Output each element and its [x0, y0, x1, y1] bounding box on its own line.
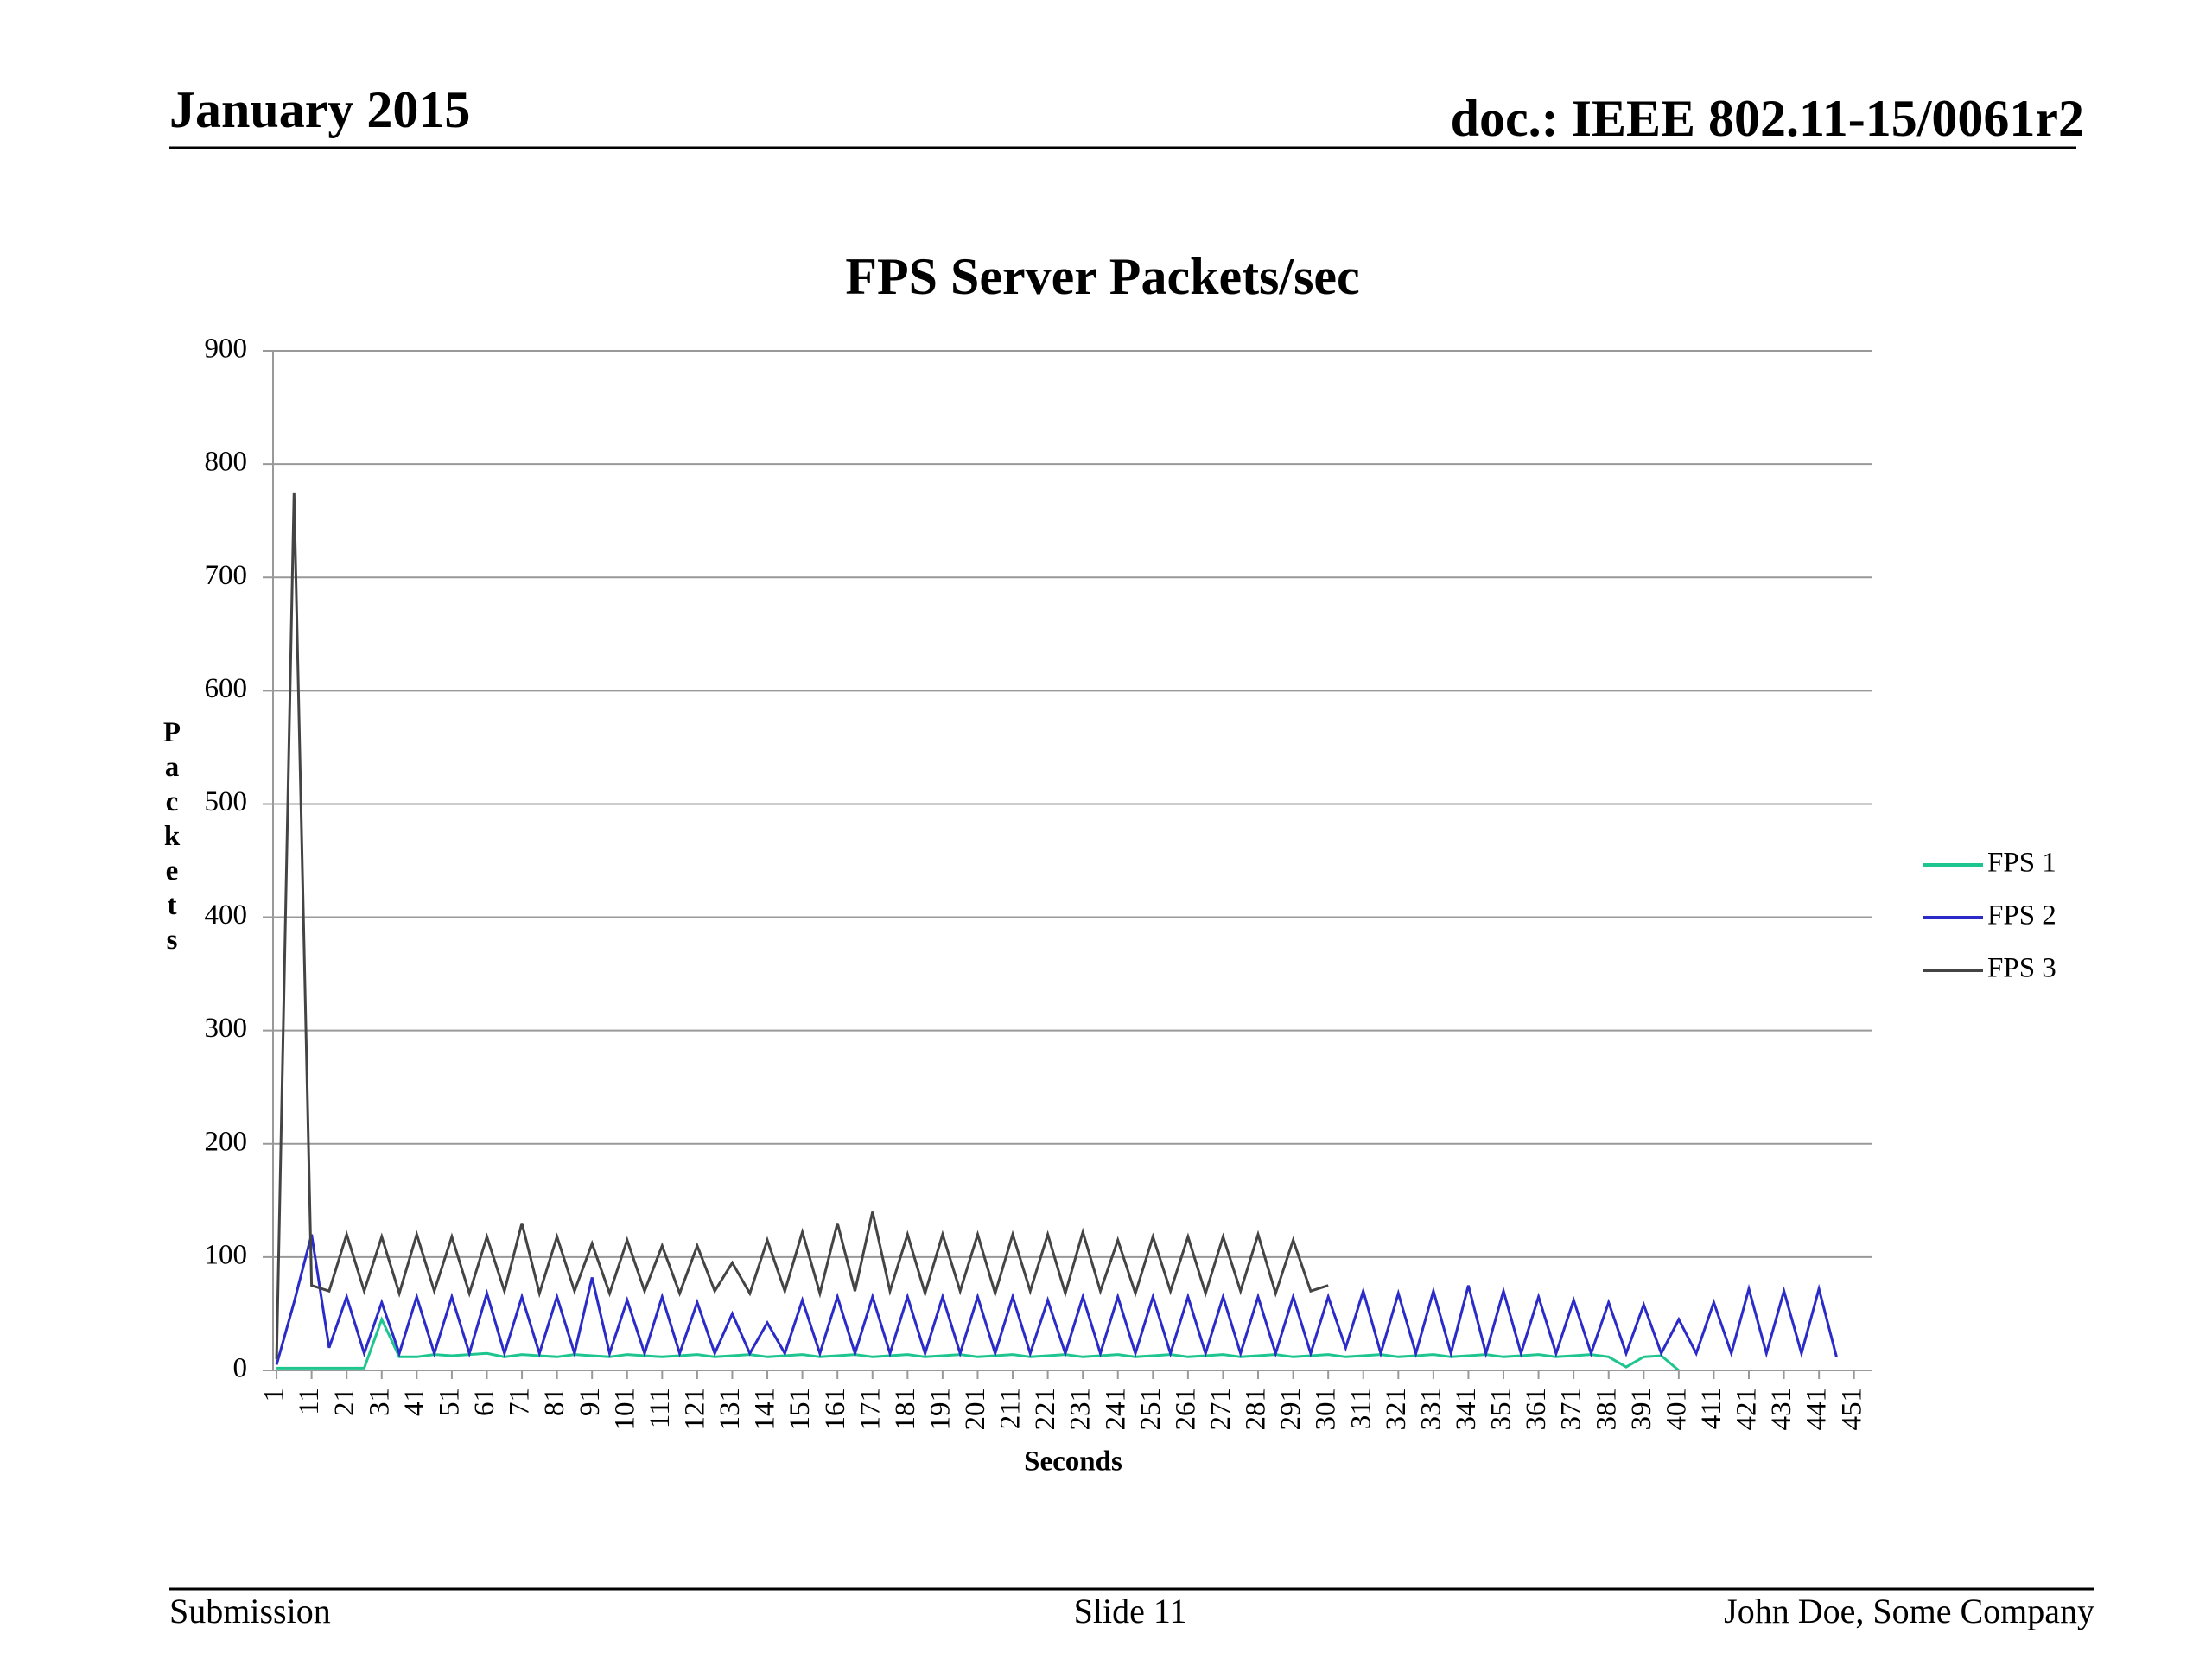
x-tick-label: 211 — [995, 1388, 1027, 1429]
x-tick-label: 51 — [434, 1388, 465, 1416]
x-tick-label: 281 — [1241, 1388, 1272, 1431]
y-tick-label: 100 — [205, 1239, 248, 1270]
x-tick-label: 161 — [820, 1388, 851, 1431]
x-tick-label: 321 — [1381, 1388, 1412, 1431]
x-tick-label: 141 — [750, 1388, 781, 1431]
x-axis-label: Seconds — [1024, 1446, 1122, 1478]
x-tick-label: 201 — [960, 1388, 991, 1431]
x-tick-label: 111 — [645, 1388, 676, 1428]
x-tick-label: 181 — [890, 1388, 921, 1431]
x-tick-label: 351 — [1486, 1388, 1517, 1431]
x-tick-label: 361 — [1521, 1388, 1552, 1431]
x-tick-label: 101 — [609, 1388, 640, 1431]
series-line — [275, 492, 1329, 1359]
footer-center: Slide 11 — [1074, 1592, 1187, 1630]
footer-left: Submission — [169, 1592, 331, 1630]
y-tick-label: 300 — [205, 1013, 248, 1044]
x-tick-label: 271 — [1205, 1388, 1236, 1431]
x-tick-label: 191 — [925, 1388, 956, 1431]
x-tick-label: 81 — [539, 1388, 570, 1416]
chart-title: FPS Server Packets/sec — [845, 248, 1359, 305]
x-tick-label: 421 — [1732, 1388, 1763, 1431]
x-tick-label: 381 — [1591, 1388, 1622, 1431]
y-tick-label: 0 — [233, 1353, 248, 1384]
series-line — [276, 1316, 1680, 1372]
header-right: doc.: IEEE 802.11-15/0061r2 — [1451, 90, 2084, 147]
x-tick-label: 341 — [1451, 1388, 1482, 1431]
x-tick-label: 221 — [1030, 1388, 1061, 1431]
x-tick-label: 391 — [1626, 1388, 1657, 1431]
x-tick-label: 301 — [1311, 1388, 1342, 1431]
x-tick-label: 411 — [1696, 1388, 1727, 1429]
x-tick-label: 11 — [294, 1388, 325, 1415]
x-tick-label: 31 — [364, 1388, 395, 1416]
y-tick-label: 700 — [205, 560, 248, 591]
y-tick-label: 200 — [205, 1126, 248, 1157]
y-tick-label: 500 — [205, 786, 248, 817]
footer-right: John Doe, Some Company — [1724, 1592, 2094, 1630]
x-tick-label: 71 — [505, 1388, 536, 1416]
x-tick-label: 291 — [1275, 1388, 1306, 1431]
x-tick-label: 61 — [469, 1388, 500, 1416]
x-tick-label: 431 — [1766, 1388, 1797, 1431]
x-tick-label: 251 — [1135, 1388, 1166, 1431]
y-tick-label: 600 — [205, 673, 248, 704]
x-tick-label: 331 — [1415, 1388, 1446, 1431]
legend-label: FPS 2 — [1987, 900, 2056, 931]
x-tick-label: 241 — [1100, 1388, 1131, 1431]
x-tick-label: 401 — [1661, 1388, 1692, 1431]
x-tick-label: 231 — [1065, 1388, 1096, 1431]
x-tick-label: 121 — [679, 1388, 710, 1431]
y-tick-label: 900 — [205, 334, 248, 365]
y-tick-label: 800 — [205, 447, 248, 478]
x-tick-label: 1 — [259, 1388, 290, 1402]
x-tick-label: 91 — [575, 1388, 606, 1416]
x-tick-label: 451 — [1836, 1388, 1867, 1431]
y-axis-label: Packets — [156, 717, 188, 959]
x-tick-label: 171 — [855, 1388, 886, 1431]
x-tick-label: 371 — [1556, 1388, 1587, 1431]
y-tick-label: 400 — [205, 899, 248, 931]
x-tick-label: 131 — [715, 1388, 746, 1431]
series-line — [275, 1234, 1838, 1365]
x-tick-label: 441 — [1802, 1388, 1833, 1431]
x-tick-label: 311 — [1345, 1388, 1376, 1429]
legend-label: FPS 1 — [1987, 848, 2056, 879]
legend-label: FPS 3 — [1987, 953, 2056, 984]
header-left: January 2015 — [169, 81, 470, 138]
x-tick-label: 21 — [329, 1388, 360, 1416]
x-tick-label: 151 — [785, 1388, 816, 1431]
x-tick-label: 261 — [1170, 1388, 1201, 1431]
x-tick-label: 41 — [399, 1388, 430, 1416]
